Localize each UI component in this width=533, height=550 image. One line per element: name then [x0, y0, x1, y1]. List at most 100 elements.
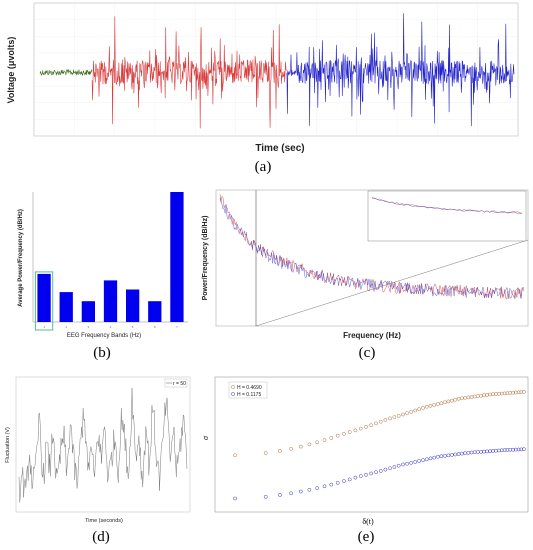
panel-e-scatter-point	[443, 453, 447, 458]
panel-b-bar	[103, 280, 118, 322]
panel-a-trace-segment	[91, 16, 287, 129]
panel-d: r = 50 Fluctuation (V) Time (seconds) (d…	[5, 376, 191, 545]
panel-e-scatter-point	[278, 449, 282, 453]
panel-e-legend-label-2: H = 0.1175	[237, 392, 261, 398]
panel-e-scatter-point	[369, 471, 373, 476]
panel-e-scatter-point	[396, 413, 401, 418]
panel-e-scatter-point	[519, 447, 524, 452]
panel-b-xlabel: EEG Frequency Bands (Hz)	[67, 333, 141, 339]
panel-label-e: (e)	[358, 529, 375, 545]
panel-e-scatter-point	[424, 404, 429, 409]
panel-c-inset-line	[371, 197, 523, 214]
panel-e-scatter-point	[347, 477, 352, 482]
panel-e-scatter-point	[421, 406, 425, 410]
panel-d-plot-area	[15, 376, 191, 513]
panel-e-legend-marker-1	[231, 385, 235, 389]
panel-b-bars: 1 2 3 4 5 6 7	[34, 192, 184, 331]
panel-e-scatter-point	[502, 448, 507, 452]
panel-e-scatter-point	[307, 487, 312, 492]
panel-e-scatter-point	[446, 399, 451, 404]
panel-e-scatter-point	[383, 418, 388, 422]
panel-b-bar	[148, 301, 162, 322]
panel-b-ylabel: Average Power/Frequency (dB/Hz)	[18, 209, 24, 307]
panel-e-scatter-point	[322, 484, 327, 489]
panel-b-bar	[59, 292, 73, 322]
panel-c-series	[219, 194, 525, 300]
panel-d-series	[18, 387, 188, 503]
panel-e-scatter-point	[358, 426, 363, 431]
panel-e-series	[233, 390, 526, 501]
panel-e-scatter-point	[505, 391, 510, 396]
panel-e-scatter-point	[298, 444, 303, 449]
panel-e-scatter-point	[491, 392, 495, 397]
panel-e-scatter-point	[453, 397, 458, 402]
panel-e-scatter-point	[322, 438, 327, 442]
panel-e-scatter-point	[413, 460, 418, 464]
panel-label-b: (b)	[93, 345, 111, 361]
panel-e-scatter-point	[263, 494, 268, 499]
panel-label-c: (c)	[359, 345, 376, 361]
panel-e-scatter-point	[491, 449, 495, 453]
panel-a-xlabel: Time (sec)	[255, 143, 304, 154]
panel-b-highlight-box	[34, 271, 54, 331]
panel-e-scatter-point	[233, 496, 237, 501]
panel-e-scatter-point	[409, 460, 414, 465]
panel-b-tick-label: 2	[65, 325, 67, 329]
panel-e-scatter-point	[522, 390, 526, 394]
panel-e-scatter-point	[383, 467, 388, 472]
panel-e-scatter-point	[329, 436, 334, 440]
panel-e-ylabel: σ	[201, 435, 210, 440]
panel-e-scatter-point	[347, 430, 352, 434]
panel-b-tick-label: 6	[154, 325, 156, 329]
panel-d-ylabel: Fluctuation (V)	[5, 427, 11, 463]
panel-e-scatter-point	[329, 482, 334, 487]
panel-e-scatter-point	[396, 463, 401, 468]
panel-e-scatter-point	[289, 446, 293, 451]
panel-e-scatter-point	[392, 415, 397, 419]
panel-a-trace-segment	[286, 13, 515, 127]
panel-e-scatter-point	[401, 462, 405, 467]
panel-e-scatter-point	[369, 423, 373, 428]
panel-d-series-line	[18, 387, 188, 503]
panel-a-series	[39, 13, 515, 129]
panel-e-scatter-point	[335, 433, 340, 438]
panel-d-xlabel: Time (seconds)	[85, 518, 123, 524]
panel-e-scatter-point	[378, 469, 383, 473]
panel-e-scatter-point	[505, 448, 510, 452]
panel-e-scatter-point	[417, 459, 421, 463]
panel-c-ylabel: Power/Frequency (dB/Hz)	[202, 216, 209, 301]
panel-e-scatter-point	[513, 447, 518, 452]
panel-e-scatter-point	[378, 419, 383, 424]
panel-e-scatter-point	[388, 466, 392, 471]
panel-b-bar	[170, 192, 184, 322]
panel-e-scatter-point	[405, 461, 409, 466]
panel-e-scatter-point	[298, 489, 303, 494]
panel-e-scatter-point	[436, 402, 440, 406]
panel-e-scatter-point	[263, 451, 268, 455]
panel-b-tick-label: 5	[132, 325, 134, 329]
panel-e-scatter-point	[502, 391, 507, 396]
panel-a: Voltage (μvolts) Time (sec) (a)	[6, 2, 519, 175]
panel-e-scatter-point	[413, 408, 418, 413]
panel-e-scatter-point	[392, 465, 397, 469]
panel-c-inset-connector	[255, 239, 529, 327]
panel-e-scatter-point	[511, 390, 515, 395]
panel-e-scatter-point	[307, 442, 312, 447]
panel-e-scatter-point	[446, 453, 451, 458]
panel-label-d: (d)	[92, 529, 110, 545]
panel-c-xlabel: Frequency (Hz)	[343, 331, 401, 340]
panel-e-legend-marker-2	[231, 392, 235, 396]
panel-e-scatter-point	[511, 447, 515, 452]
panel-d-legend-box	[164, 378, 188, 388]
panel-e-xlabel: δ(t)	[362, 517, 374, 526]
panel-e-scatter-point	[374, 470, 378, 475]
panel-e-scatter-point	[374, 421, 378, 426]
panel-e-plot-area	[214, 376, 529, 513]
panel-e-scatter-point	[522, 447, 526, 452]
panel-e-scatter-point	[513, 390, 518, 395]
panel-e-scatter-point	[428, 456, 433, 461]
panel-e-scatter-point	[364, 425, 368, 429]
panel-e-scatter-point	[342, 432, 346, 436]
